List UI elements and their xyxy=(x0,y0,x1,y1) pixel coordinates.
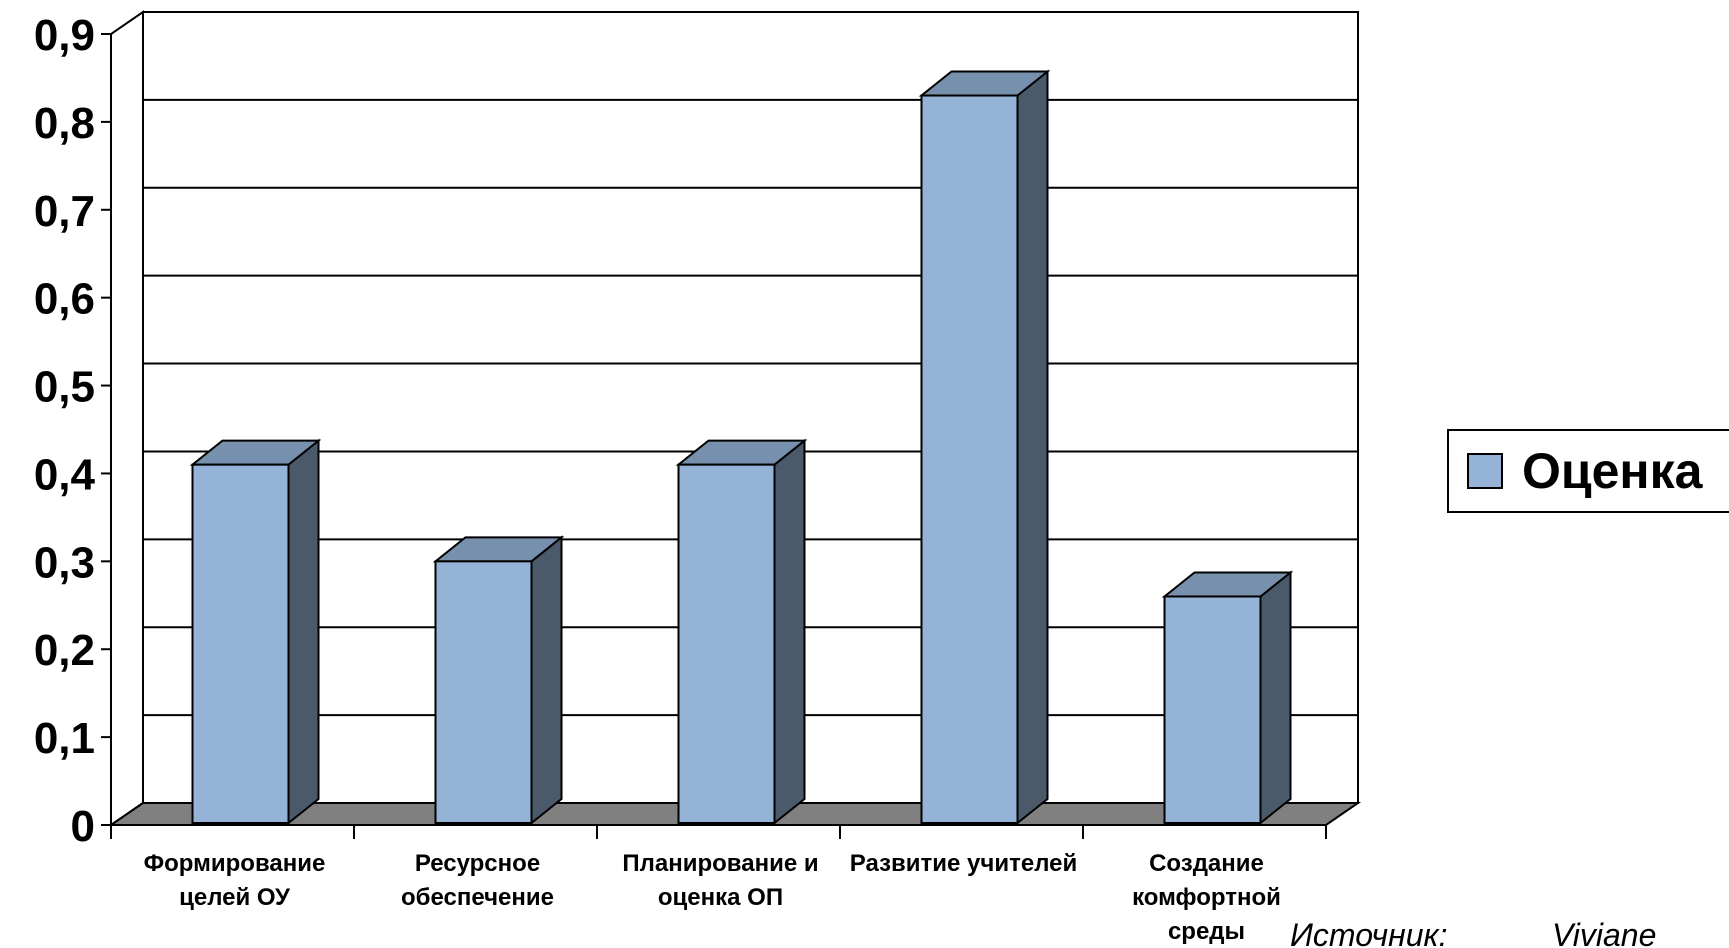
x-tick-label: оценка ОП xyxy=(658,884,783,911)
x-tick-label: Формирование xyxy=(144,850,326,877)
source-label: Источник: xyxy=(1290,917,1448,948)
source-author: Viviane xyxy=(1552,917,1656,948)
y-tick-label: 0,5 xyxy=(34,363,95,412)
bar-side xyxy=(287,438,320,826)
x-tick-label: Развитие учителей xyxy=(850,850,1077,877)
y-tick-label: 0,2 xyxy=(34,626,95,675)
bar xyxy=(920,94,1019,825)
x-tick-label: Планирование и xyxy=(622,850,818,877)
y-tick-label: 0,7 xyxy=(34,187,95,236)
x-tick-label: целей ОУ xyxy=(179,884,291,911)
plot-side-wall xyxy=(110,10,144,827)
bar xyxy=(1163,595,1262,824)
x-tick-label: среды xyxy=(1168,918,1245,945)
y-tick-label: 0 xyxy=(71,802,95,851)
bar xyxy=(191,463,290,824)
x-tick-label: обеспечение xyxy=(401,884,554,911)
bar xyxy=(677,463,776,824)
bar-side xyxy=(1016,69,1049,826)
y-tick-label: 0,8 xyxy=(34,99,95,148)
legend-swatch xyxy=(1467,453,1503,489)
bar xyxy=(434,560,533,824)
y-tick-label: 0,9 xyxy=(34,11,95,60)
y-tick-label: 0,3 xyxy=(34,538,95,587)
bar-side xyxy=(530,535,563,826)
x-tick-label: Создание xyxy=(1149,850,1264,877)
y-tick-label: 0,1 xyxy=(34,714,95,763)
bar-side xyxy=(1259,570,1292,826)
bar-side xyxy=(773,438,806,826)
x-tick-label: комфортной xyxy=(1132,884,1281,911)
x-tick-label: Ресурсное xyxy=(415,850,540,877)
y-tick-label: 0,4 xyxy=(34,450,96,499)
y-tick-label: 0,6 xyxy=(34,275,95,324)
legend-label: Оценка xyxy=(1522,443,1704,499)
